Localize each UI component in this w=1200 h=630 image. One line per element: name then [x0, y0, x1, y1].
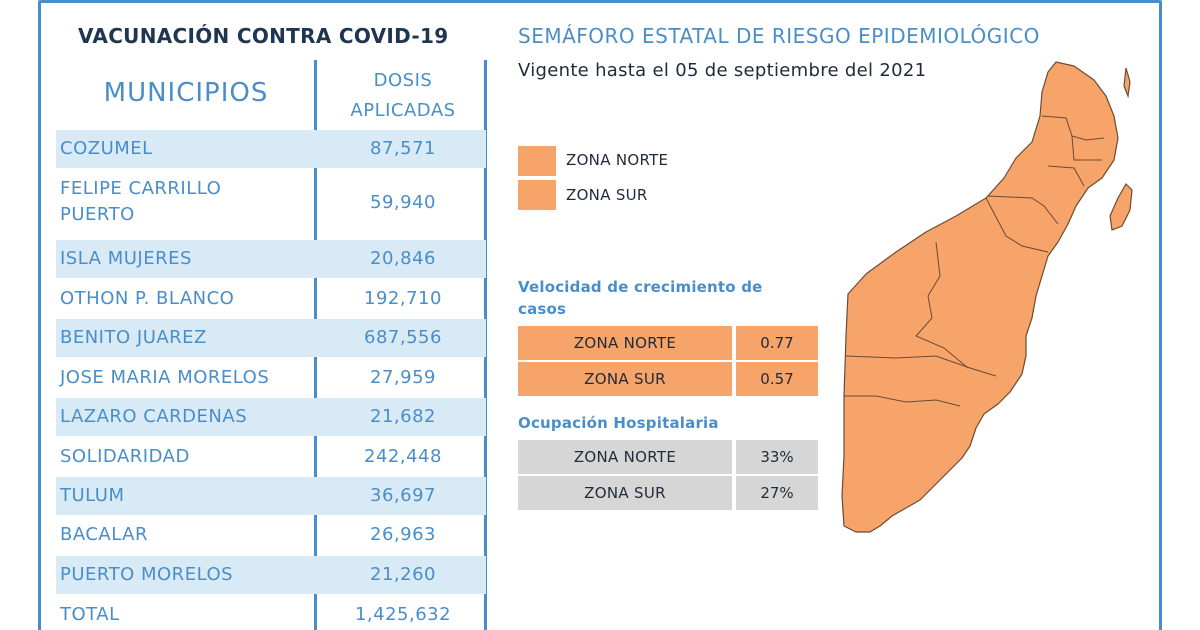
valor-cell: 27% — [736, 476, 818, 510]
map-border-line — [915, 241, 969, 369]
velocidad-title-line1: Velocidad de crecimiento de — [518, 278, 763, 296]
legend-swatch-sur — [518, 180, 556, 210]
map-border-line — [987, 195, 1059, 225]
table-row: COZUMEL 87,571 — [56, 130, 486, 168]
municipio-cell: COZUMEL — [60, 138, 153, 159]
legend-label-sur: ZONA SUR — [566, 186, 648, 204]
municipio-cell: ISLA MUJERES — [60, 248, 192, 269]
table-row: PUERTO MORELOS 21,260 — [56, 556, 486, 594]
dosis-header: DOSIS APLICADAS — [318, 66, 488, 126]
table-row: LAZARO CARDENAS 21,682 — [56, 398, 486, 436]
dosis-cell: 59,940 — [370, 192, 436, 213]
municipio-cell: JOSE MARIA MORELOS — [60, 367, 270, 388]
dosis-cell: 242,448 — [364, 446, 442, 467]
municipio-cell: FELIPE CARRILLO PUERTO — [60, 176, 221, 228]
map-shape — [841, 61, 1119, 533]
dosis-cell: 20,846 — [370, 248, 436, 269]
table-row: ZONA NORTE 33% — [518, 440, 818, 474]
dosis-header-line1: DOSIS — [373, 70, 433, 91]
vaccination-title: VACUNACIÓN CONTRA COVID-19 — [78, 24, 449, 48]
legend-swatch-norte — [518, 146, 556, 176]
table-row: OTHON P. BLANCO 192,710 — [56, 280, 486, 318]
dosis-cell: 687,556 — [364, 327, 442, 348]
municipios-header: MUNICIPIOS — [103, 78, 269, 108]
table-row: JOSE MARIA MORELOS 27,959 — [56, 359, 486, 397]
municipio-cell: TULUM — [60, 485, 125, 506]
total-value: 1,425,632 — [354, 604, 452, 625]
map-border-line — [1071, 135, 1102, 161]
dosis-cell: 36,697 — [370, 485, 436, 506]
total-label: TOTAL — [60, 604, 120, 625]
municipio-cell: SOLIDARIDAD — [60, 446, 190, 467]
zona-cell: ZONA NORTE — [518, 326, 732, 360]
table-row: FELIPE CARRILLO PUERTO 59,940 — [56, 172, 486, 234]
table-row: BACALAR 26,963 — [56, 516, 486, 554]
dosis-cell: 192,710 — [364, 288, 442, 309]
municipio-cell: OTHON P. BLANCO — [60, 288, 235, 309]
zona-cell: ZONA SUR — [518, 362, 732, 396]
velocidad-table: ZONA NORTE 0.77 ZONA SUR 0.57 — [518, 326, 818, 398]
municipio-line1: FELIPE CARRILLO — [60, 178, 222, 199]
zona-cell: ZONA SUR — [518, 476, 732, 510]
total-row: TOTAL 1,425,632 — [56, 596, 486, 630]
municipio-cell: LAZARO CARDENAS — [60, 406, 248, 427]
velocidad-title: Velocidad de crecimiento de casos — [518, 276, 763, 320]
map-border-line — [985, 197, 1049, 253]
municipio-line2: PUERTO — [60, 204, 135, 225]
table-row: ZONA NORTE 0.77 — [518, 326, 818, 360]
legend-label-norte: ZONA NORTE — [566, 151, 669, 169]
ocupacion-title: Ocupación Hospitalaria — [518, 414, 719, 432]
cozumel-island-shape — [1109, 183, 1133, 231]
dosis-cell: 21,682 — [370, 406, 436, 427]
ocupacion-table: ZONA NORTE 33% ZONA SUR 27% — [518, 440, 818, 512]
zona-cell: ZONA NORTE — [518, 440, 732, 474]
municipio-cell: PUERTO MORELOS — [60, 564, 234, 585]
valor-cell: 0.57 — [736, 362, 818, 396]
table-row: ZONA SUR 27% — [518, 476, 818, 510]
dosis-cell: 27,959 — [370, 367, 436, 388]
table-row: BENITO JUAREZ 687,556 — [56, 319, 486, 357]
quintana-roo-map-icon — [841, 61, 1133, 533]
municipio-cell: BENITO JUAREZ — [60, 327, 207, 348]
table-row: TULUM 36,697 — [56, 477, 486, 515]
dosis-cell: 26,963 — [370, 524, 436, 545]
map-border-line — [844, 395, 961, 407]
velocidad-title-line2: casos — [518, 300, 567, 318]
dosis-cell: 87,571 — [370, 138, 436, 159]
table-row: ISLA MUJERES 20,846 — [56, 240, 486, 278]
valor-cell: 33% — [736, 440, 818, 474]
dosis-cell: 21,260 — [370, 564, 436, 585]
isla-mujeres-shape — [1123, 67, 1131, 99]
municipio-cell: BACALAR — [60, 524, 148, 545]
semaforo-title: SEMÁFORO ESTATAL DE RIESGO EPIDEMIOLÓGIC… — [518, 24, 1040, 48]
dosis-header-line2: APLICADAS — [350, 100, 456, 121]
infographic-frame — [38, 0, 1162, 630]
valor-cell: 0.77 — [736, 326, 818, 360]
table-row: ZONA SUR 0.57 — [518, 362, 818, 396]
table-row: SOLIDARIDAD 242,448 — [56, 438, 486, 476]
semaforo-subtitle: Vigente hasta el 05 de septiembre del 20… — [518, 60, 927, 81]
map-border-line — [1047, 165, 1085, 187]
map-border-line — [845, 355, 997, 377]
